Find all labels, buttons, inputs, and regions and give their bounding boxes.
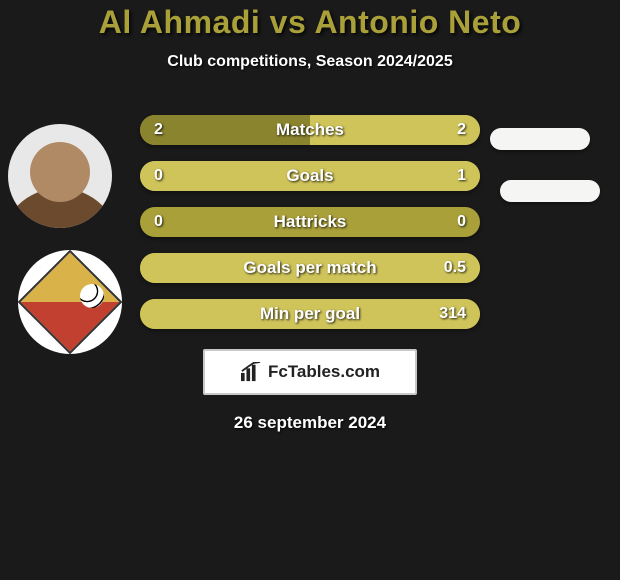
player-left-avatar [8,124,112,228]
comparison-card: Al Ahmadi vs Antonio Neto Club competiti… [0,0,620,580]
stat-value-left: 0 [140,167,194,185]
side-pill-goals [500,180,600,202]
stat-value-right: 0 [426,213,480,231]
date-text: 26 september 2024 [0,413,620,433]
stat-value-left: 2 [140,121,194,139]
stat-label: Matches [194,120,426,140]
stat-row: Min per goal314 [140,299,480,329]
stat-label: Min per goal [194,304,426,324]
player-right-avatar [18,250,122,354]
stat-row: Goals per match0.5 [140,253,480,283]
stat-value-right: 2 [426,121,480,139]
subtitle: Club competitions, Season 2024/2025 [0,53,620,71]
stat-value-left: 0 [140,213,194,231]
page-title: Al Ahmadi vs Antonio Neto [0,4,620,41]
stat-label: Goals per match [194,258,426,278]
stats-list: 2Matches20Goals10Hattricks0Goals per mat… [140,115,480,329]
stat-row: 2Matches2 [140,115,480,145]
stat-label: Hattricks [194,212,426,232]
brand-text: FcTables.com [268,362,380,382]
stat-value-right: 314 [426,305,480,323]
side-pill-matches [490,128,590,150]
stat-value-right: 1 [426,167,480,185]
stat-row: 0Goals1 [140,161,480,191]
bars-icon [240,362,262,382]
brand-badge: FcTables.com [203,349,417,395]
stat-value-right: 0.5 [426,259,480,277]
stat-label: Goals [194,166,426,186]
stat-row: 0Hattricks0 [140,207,480,237]
